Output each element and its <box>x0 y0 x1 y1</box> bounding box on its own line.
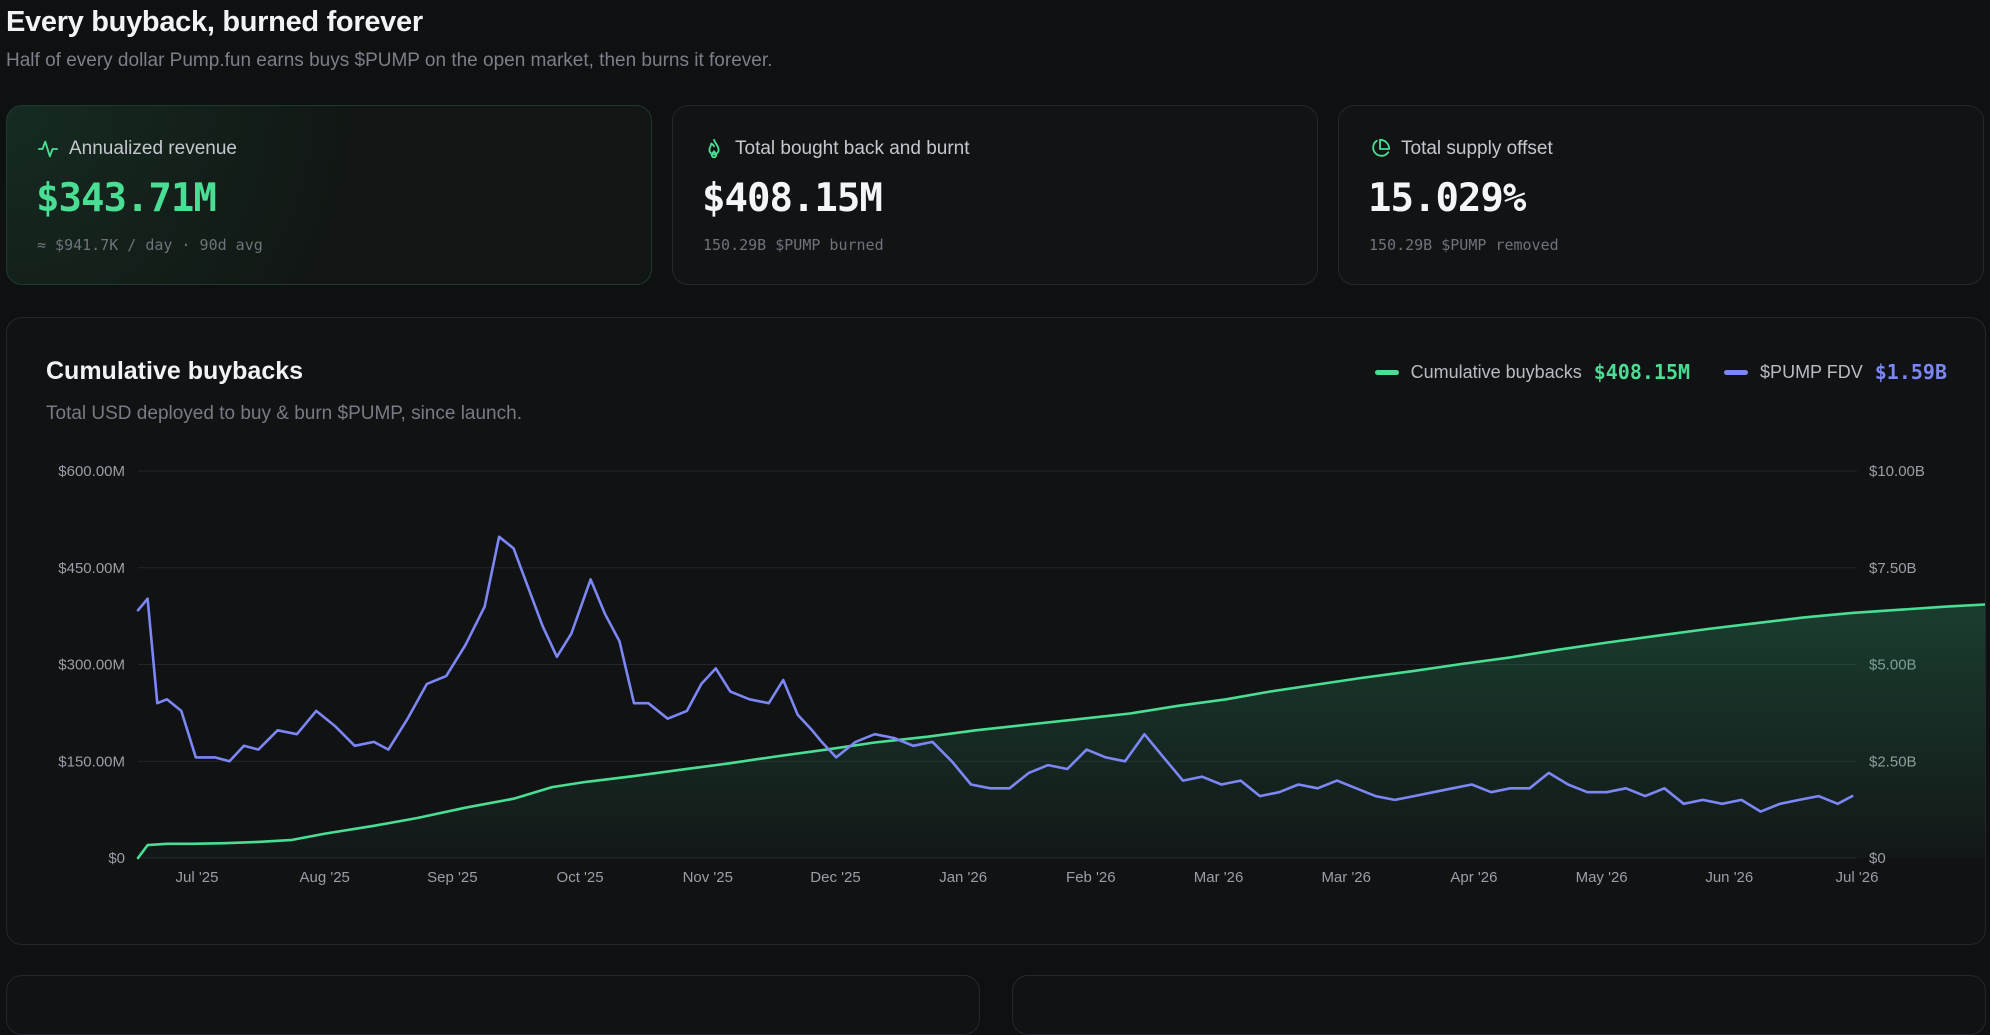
y-right-tick-label: $10.00B <box>1869 463 1925 480</box>
x-tick-label: Jun '26 <box>1705 869 1753 886</box>
stat-value: 15.029% <box>1368 176 1526 221</box>
y-left-tick-label: $300.00M <box>58 657 125 674</box>
x-tick-label: Dec '25 <box>810 869 860 886</box>
y-left-tick-label: $150.00M <box>58 753 125 770</box>
stat-subtext: 150.29B $PUMP burned <box>703 236 884 254</box>
x-tick-label: Aug '25 <box>299 869 349 886</box>
stat-value: $408.15M <box>702 176 883 221</box>
stat-value: $343.71M <box>36 176 217 221</box>
chart-legend: Cumulative buybacks $408.15M $PUMP FDV $… <box>1341 360 1947 384</box>
pie-chart-icon <box>1369 138 1391 160</box>
y-left-tick-label: $450.00M <box>58 560 125 577</box>
x-tick-label: Mar '26 <box>1321 869 1371 886</box>
legend-swatch-purple <box>1724 369 1749 375</box>
page-title: Every buyback, burned forever <box>6 6 423 38</box>
x-tick-label: Feb '26 <box>1066 869 1116 886</box>
x-tick-label: May '26 <box>1576 869 1628 886</box>
x-tick-label: Jan '26 <box>939 869 987 886</box>
legend-item-cumulative-buybacks[interactable]: Cumulative buybacks $408.15M <box>1374 360 1691 384</box>
stat-card-supply-offset: Total supply offset 15.029% 150.29B $PUM… <box>1338 105 1984 285</box>
page-header: Every buyback, burned forever Half of ev… <box>6 4 772 72</box>
lower-card-right <box>1012 975 1986 1035</box>
buyback-chart[interactable]: $0$150.00M$300.00M$450.00M$600.00M$0$2.5… <box>7 318 1985 944</box>
chart-title: Cumulative buybacks <box>46 357 304 385</box>
x-tick-label: Mar '26 <box>1194 869 1244 886</box>
legend-value: $1.59B <box>1874 360 1947 384</box>
series-line-cumulative-buybacks <box>136 603 1985 860</box>
series-line-pump-fdv <box>136 535 1854 813</box>
chart-subtitle: Total USD deployed to buy & burn $PUMP, … <box>46 403 522 424</box>
y-left-tick-label: $0 <box>108 850 125 867</box>
stat-card-annualized-revenue: Annualized revenue $343.71M ≈ $941.7K / … <box>6 105 652 285</box>
legend-value: $408.15M <box>1593 360 1691 384</box>
x-tick-label: Apr '26 <box>1450 869 1497 886</box>
stat-label: Total bought back and burnt <box>735 138 970 159</box>
x-tick-label: Sep '25 <box>427 869 477 886</box>
legend-label: $PUMP FDV <box>1760 361 1863 382</box>
flame-icon <box>703 138 725 160</box>
legend-swatch-green <box>1374 369 1399 375</box>
x-tick-label: Jul '26 <box>1836 869 1879 886</box>
x-tick-label: Nov '25 <box>683 869 733 886</box>
activity-pulse-icon <box>37 138 59 160</box>
chart-card: $0$150.00M$300.00M$450.00M$600.00M$0$2.5… <box>6 317 1986 945</box>
stat-subtext: ≈ $941.7K / day · 90d avg <box>37 236 263 254</box>
x-tick-label: Oct '25 <box>557 869 604 886</box>
legend-item-pump-fdv[interactable]: $PUMP FDV $1.59B <box>1724 360 1947 384</box>
y-left-tick-label: $600.00M <box>58 463 125 480</box>
x-tick-label: Jul '25 <box>176 869 219 886</box>
series-area-cumulative-buybacks <box>138 604 1985 858</box>
stat-label: Total supply offset <box>1401 138 1553 159</box>
page-subtitle: Half of every dollar Pump.fun earns buys… <box>6 50 773 71</box>
legend-label: Cumulative buybacks <box>1410 361 1582 382</box>
stat-card-total-burnt: Total bought back and burnt $408.15M 150… <box>672 105 1318 285</box>
stat-label: Annualized revenue <box>69 138 237 159</box>
y-right-tick-label: $7.50B <box>1869 560 1917 577</box>
stat-subtext: 150.29B $PUMP removed <box>1369 236 1559 254</box>
lower-card-left <box>6 975 980 1035</box>
